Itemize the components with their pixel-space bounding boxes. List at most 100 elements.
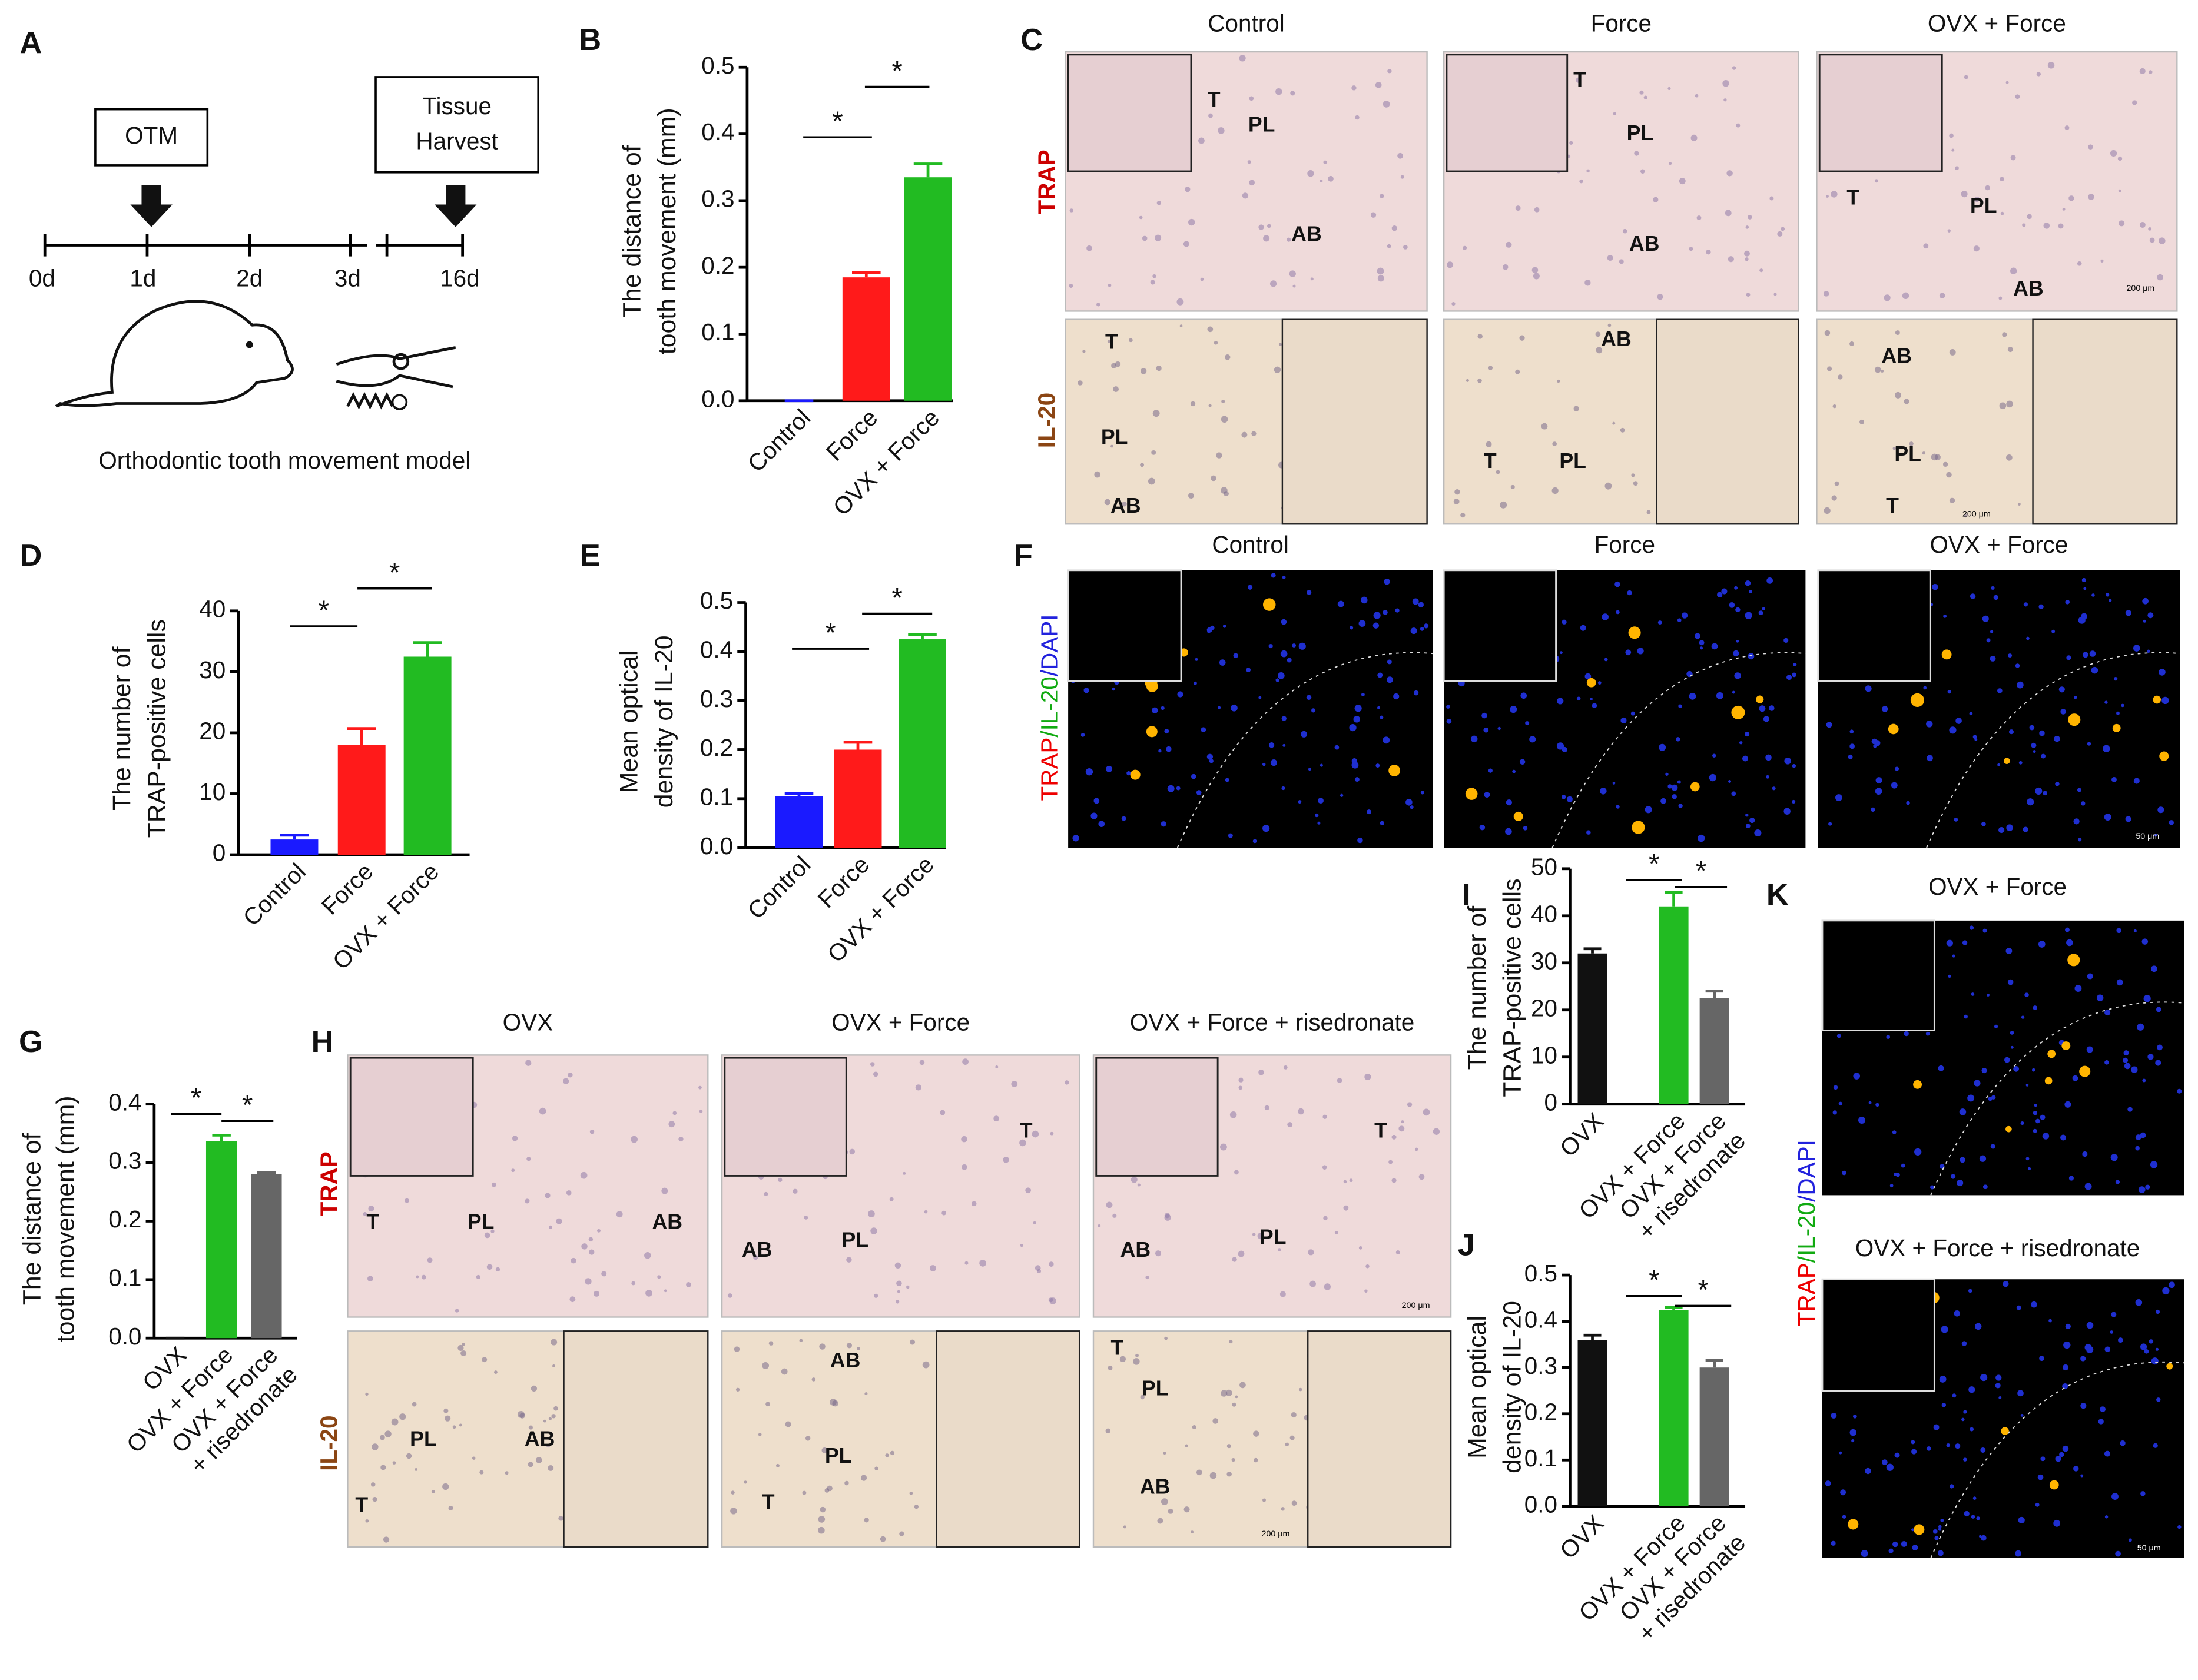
nucleus (2084, 1344, 2092, 1351)
nucleus (1721, 588, 1728, 595)
nucleus (1865, 685, 1872, 692)
nucleus (2110, 1154, 2118, 1161)
nucleus (2054, 735, 2060, 742)
nucleus (1418, 602, 1424, 608)
cell (372, 1443, 379, 1450)
tissue-label: PL (468, 1210, 495, 1233)
nucleus (2128, 1538, 2132, 1542)
cell (1239, 55, 1246, 62)
error-bar (1583, 1333, 1602, 1340)
nucleus (1222, 625, 1226, 628)
nucleus (1748, 653, 1755, 660)
cell (1634, 151, 1639, 156)
cell (1258, 1069, 1264, 1075)
nucleus (2096, 994, 2104, 1001)
day-label: 2d (236, 265, 263, 292)
nucleus (2115, 1180, 2120, 1184)
cell (1179, 324, 1183, 328)
x-tick-label: Control (742, 404, 815, 477)
nucleus (1950, 1174, 1956, 1179)
nucleus (1268, 644, 1273, 649)
signal (2112, 723, 2121, 732)
nucleus (2124, 1063, 2131, 1070)
scale-label: 50 μm (2137, 1543, 2161, 1553)
nucleus (2177, 1525, 2182, 1529)
nucleus (2080, 1356, 2086, 1362)
nucleus (1946, 939, 1953, 947)
cell (1168, 1508, 1173, 1514)
cell (1226, 1472, 1232, 1477)
cell (874, 1293, 878, 1298)
nucleus (2048, 1319, 2052, 1323)
y-tick-label: 0.3 (701, 185, 734, 213)
cell (1679, 178, 1686, 185)
cell (1287, 1122, 1293, 1128)
cell (1769, 196, 1774, 201)
significance-label: * (389, 557, 400, 589)
cell (1646, 510, 1651, 514)
cell (1164, 1214, 1171, 1221)
cell (392, 1461, 396, 1465)
nucleus (2041, 753, 2046, 759)
cell (1291, 1412, 1297, 1418)
cell (1211, 475, 1216, 482)
cell (1110, 444, 1113, 448)
nucleus (1677, 618, 1682, 623)
bar (251, 1174, 282, 1339)
nucleus (1914, 1148, 1922, 1156)
nucleus (1733, 650, 1739, 657)
cell (874, 1466, 878, 1470)
cell (1826, 195, 1829, 198)
nucleus (1665, 772, 1669, 776)
column-title: OVX + Force (831, 1009, 970, 1036)
cell (562, 1078, 569, 1084)
nucleus (1772, 786, 1776, 791)
cell (1510, 484, 1515, 490)
nucleus (2154, 834, 2158, 837)
nucleus (1351, 761, 1359, 769)
nucleus (1943, 614, 1947, 618)
cell (365, 1519, 369, 1523)
nucleus (1959, 1108, 1967, 1115)
nucleus (1874, 740, 1881, 746)
nucleus (1975, 1323, 1982, 1330)
nucleus (1711, 643, 1718, 650)
nucleus (2008, 653, 2013, 658)
nucleus (2073, 1466, 2079, 1472)
nucleus (1754, 829, 1762, 837)
cell (1113, 386, 1119, 392)
cell (1225, 1389, 1232, 1396)
nucleus (1836, 1034, 1841, 1038)
cell (1229, 1340, 1233, 1344)
cell (731, 1490, 735, 1495)
nucleus (2017, 681, 2024, 689)
nucleus (1709, 773, 1717, 782)
cell (2006, 400, 2013, 408)
cell (1285, 1442, 1289, 1447)
nucleus (1792, 763, 1796, 768)
nucleus (1729, 602, 1735, 608)
cell (380, 1465, 386, 1470)
cell (1834, 481, 1839, 486)
cell (472, 1456, 476, 1460)
cell (1831, 191, 1838, 198)
cell (1383, 101, 1390, 108)
nucleus (1926, 1446, 1931, 1451)
cell (2159, 237, 2166, 244)
nucleus (1106, 765, 1113, 772)
nucleus (1961, 1417, 1965, 1422)
nucleus (1580, 625, 1586, 631)
nucleus (2064, 1101, 2071, 1108)
nucleus (2087, 742, 2091, 746)
cell (1111, 363, 1117, 368)
nucleus (1218, 706, 1221, 709)
signal (2079, 1065, 2091, 1077)
cell (492, 1182, 496, 1187)
signal (2068, 713, 2081, 726)
nucleus (1891, 782, 1898, 789)
nucleus (1334, 745, 1340, 750)
nucleus (1405, 799, 1413, 806)
nucleus (1281, 716, 1287, 721)
nucleus (2110, 1330, 2113, 1334)
cell (1258, 224, 1264, 230)
